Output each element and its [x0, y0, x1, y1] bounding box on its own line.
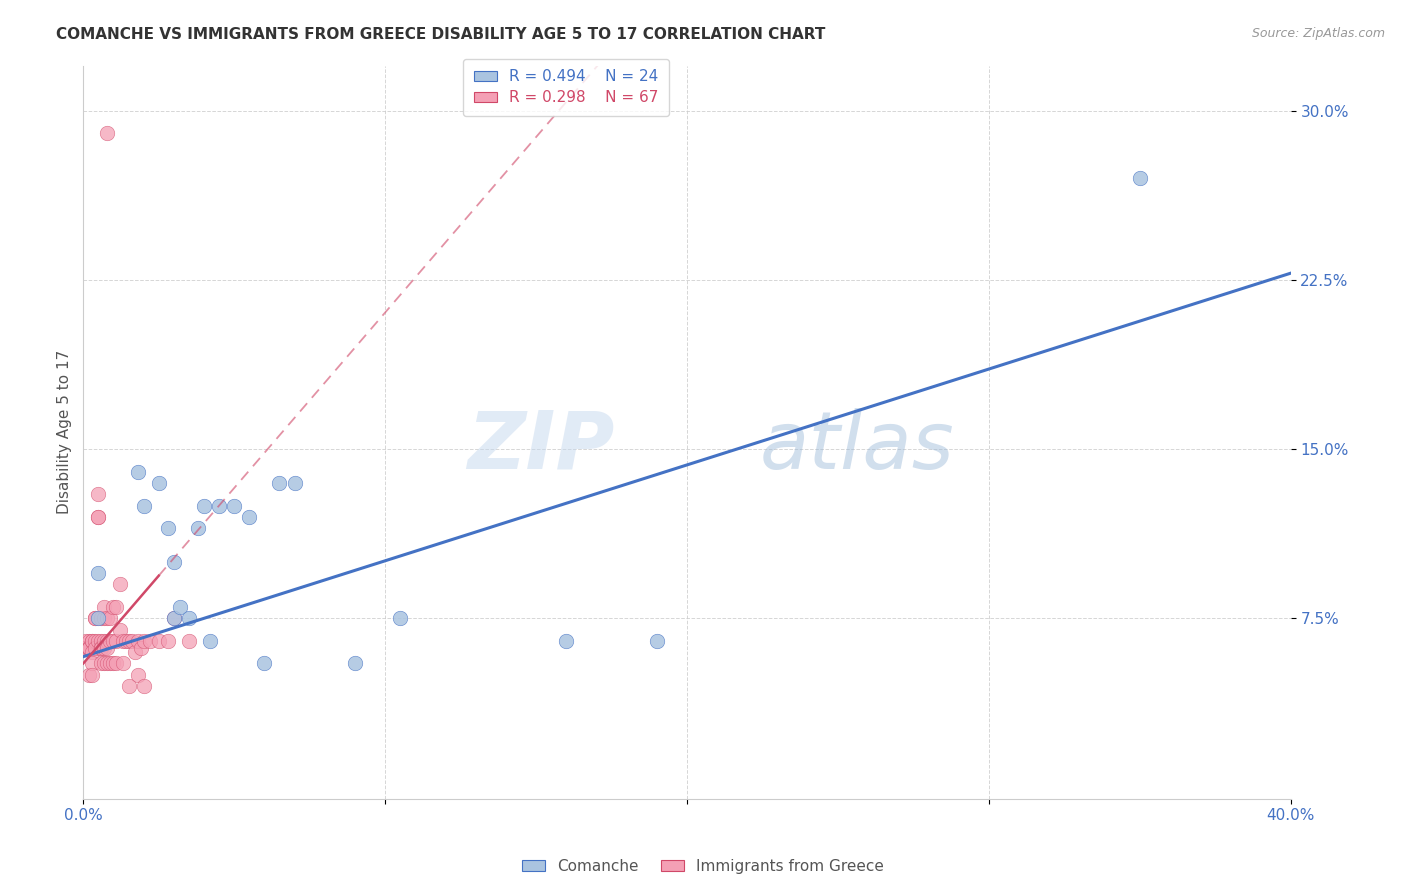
Point — [75, 640, 97, 655]
Point — [96, 657, 118, 671]
Point — [138, 633, 160, 648]
Point — [127, 667, 149, 681]
Point — [105, 600, 128, 615]
Point — [148, 633, 170, 648]
Point — [114, 633, 136, 648]
Point — [96, 633, 118, 648]
Point — [117, 633, 139, 648]
Point — [208, 499, 231, 513]
Point — [163, 611, 186, 625]
Point — [87, 566, 110, 581]
Text: Source: ZipAtlas.com: Source: ZipAtlas.com — [1251, 27, 1385, 40]
Point — [129, 640, 152, 655]
Point — [169, 600, 191, 615]
Point — [93, 600, 115, 615]
Point — [79, 640, 101, 655]
Point — [82, 633, 104, 648]
Point — [156, 633, 179, 648]
Point — [87, 509, 110, 524]
Point — [90, 640, 112, 655]
Point — [124, 645, 146, 659]
Point — [75, 633, 97, 648]
Point — [127, 633, 149, 648]
Point — [93, 611, 115, 625]
Point — [82, 633, 104, 648]
Point — [253, 657, 276, 671]
Point — [100, 633, 122, 648]
Point — [132, 633, 155, 648]
Point — [111, 633, 134, 648]
Point — [87, 633, 110, 648]
Point — [75, 640, 97, 655]
Point — [108, 623, 131, 637]
Point — [343, 657, 366, 671]
Point — [105, 657, 128, 671]
Y-axis label: Disability Age 5 to 17: Disability Age 5 to 17 — [58, 350, 72, 515]
Point — [187, 521, 209, 535]
Point — [79, 640, 101, 655]
Point — [79, 640, 101, 655]
Point — [90, 640, 112, 655]
Point — [127, 465, 149, 479]
Point — [389, 611, 412, 625]
Text: atlas: atlas — [759, 408, 955, 486]
Point — [121, 633, 143, 648]
Point — [96, 127, 118, 141]
Point — [103, 633, 125, 648]
Point — [100, 657, 122, 671]
Point — [177, 611, 200, 625]
Point — [93, 640, 115, 655]
Point — [103, 600, 125, 615]
Point — [84, 611, 107, 625]
Point — [90, 657, 112, 671]
Point — [87, 611, 110, 625]
Point — [87, 487, 110, 501]
Point — [93, 633, 115, 648]
Point — [96, 640, 118, 655]
Point — [82, 657, 104, 671]
Point — [224, 499, 246, 513]
Point — [84, 640, 107, 655]
Point — [82, 645, 104, 659]
Point — [79, 633, 101, 648]
Point — [1129, 171, 1152, 186]
Point — [132, 499, 155, 513]
Point — [198, 633, 221, 648]
Point — [84, 633, 107, 648]
Point — [79, 667, 101, 681]
Point — [93, 657, 115, 671]
Point — [645, 633, 668, 648]
Point — [87, 509, 110, 524]
Point — [177, 633, 200, 648]
Point — [75, 640, 97, 655]
Text: ZIP: ZIP — [467, 408, 614, 486]
Point — [100, 611, 122, 625]
Point — [163, 555, 186, 569]
Point — [82, 667, 104, 681]
Point — [108, 577, 131, 591]
Point — [148, 475, 170, 490]
Point — [96, 611, 118, 625]
Point — [111, 657, 134, 671]
Point — [269, 475, 291, 490]
Point — [90, 611, 112, 625]
Point — [193, 499, 215, 513]
Point — [103, 657, 125, 671]
Point — [163, 611, 186, 625]
Point — [238, 509, 260, 524]
Point — [84, 611, 107, 625]
Point — [117, 679, 139, 693]
Legend: Comanche, Immigrants from Greece: Comanche, Immigrants from Greece — [516, 853, 890, 880]
Point — [75, 640, 97, 655]
Legend: R = 0.494    N = 24, R = 0.298    N = 67: R = 0.494 N = 24, R = 0.298 N = 67 — [463, 59, 669, 116]
Point — [132, 679, 155, 693]
Point — [555, 633, 578, 648]
Point — [156, 521, 179, 535]
Point — [284, 475, 307, 490]
Text: COMANCHE VS IMMIGRANTS FROM GREECE DISABILITY AGE 5 TO 17 CORRELATION CHART: COMANCHE VS IMMIGRANTS FROM GREECE DISAB… — [56, 27, 825, 42]
Point — [90, 633, 112, 648]
Point — [105, 633, 128, 648]
Point — [79, 640, 101, 655]
